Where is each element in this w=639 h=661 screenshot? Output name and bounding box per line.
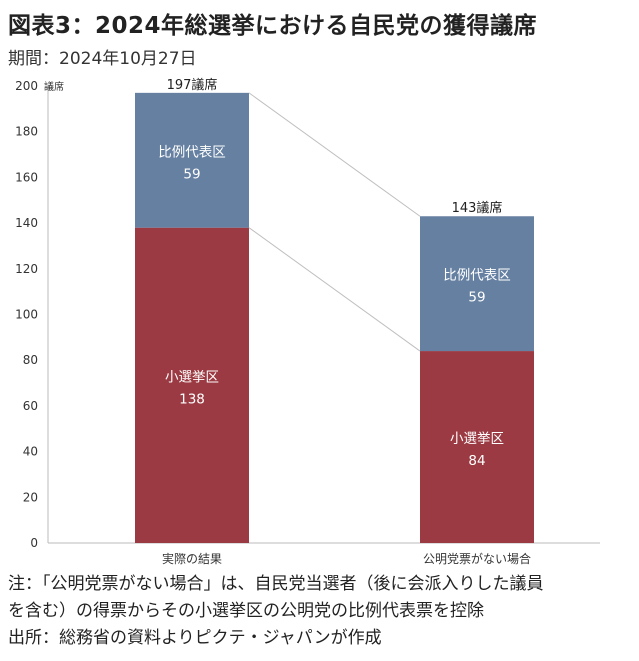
y-tick-label: 160 [15, 170, 38, 184]
x-category-label: 実際の結果 [162, 551, 222, 566]
y-tick-label: 180 [15, 125, 38, 139]
segment-value-label: 84 [468, 453, 485, 469]
y-axis-unit-label: 議席 [44, 80, 64, 93]
bar-total-label: 197議席 [167, 77, 218, 93]
footnotes: 注：「公明党票がない場合」は、自民党当選者（後に会派入りした議員 を含む）の得票… [8, 571, 638, 652]
connector-line-top [248, 92, 421, 217]
y-tick-label: 120 [15, 262, 38, 276]
segment-series-label: 小選挙区 [450, 431, 504, 447]
segment-value-label: 138 [179, 391, 205, 407]
y-tick-label: 40 [23, 445, 38, 459]
bar-segment-小選挙区 [135, 227, 249, 544]
y-tick-label: 100 [15, 308, 38, 322]
x-category-label: 公明党票がない場合 [423, 551, 531, 566]
segment-series-label: 小選挙区 [165, 369, 219, 385]
y-tick-label: 80 [23, 353, 38, 367]
chart-title: 図表3：2024年総選挙における自民党の獲得議席 [8, 13, 538, 39]
segment-value-label: 59 [468, 290, 485, 306]
connector-line-split [248, 227, 421, 352]
y-tick-label: 60 [23, 399, 38, 413]
y-tick-label: 0 [30, 536, 38, 550]
segment-value-label: 59 [183, 166, 200, 182]
segment-series-label: 比例代表区 [443, 268, 511, 284]
period-label: 期間：2024年10月27日 [8, 49, 197, 69]
bar-total-label: 143議席 [452, 200, 503, 216]
y-tick-label: 20 [23, 490, 38, 504]
note-line-2: を含む）の得票からその小選挙区の公明党の比例代表票を控除 [8, 601, 484, 621]
y-tick-label: 140 [15, 216, 38, 230]
bar-segment-比例代表区 [420, 216, 534, 352]
note-line-1: 注：「公明党票がない場合」は、自民党当選者（後に会派入りした議員 [8, 574, 544, 594]
y-tick-label: 200 [15, 79, 38, 93]
bar-segment-比例代表区 [135, 92, 249, 228]
bar-segment-小選挙区 [420, 351, 534, 543]
source-line: 出所：総務省の資料よりピクテ・ジャパンが作成 [8, 628, 382, 648]
segment-series-label: 比例代表区 [158, 144, 226, 160]
